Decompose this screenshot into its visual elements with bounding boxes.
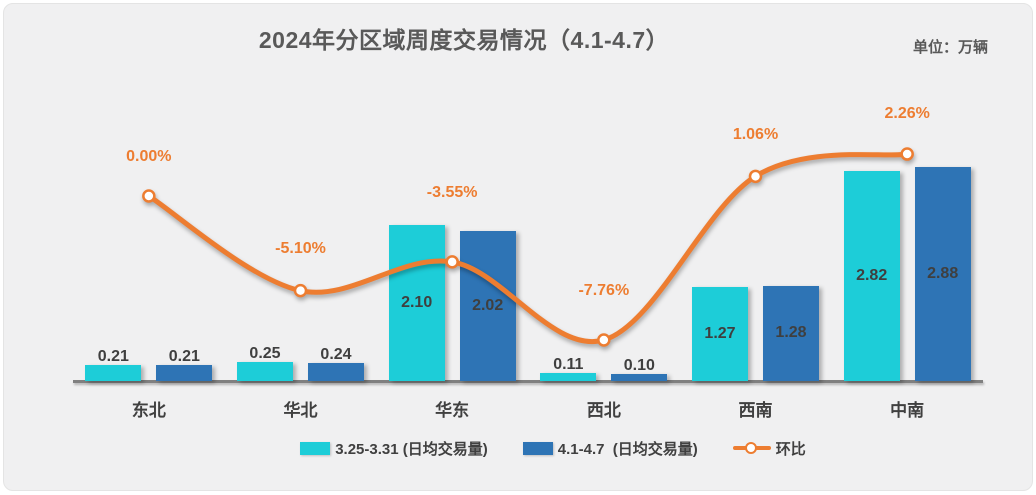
- legend-line-marker: [732, 441, 771, 454]
- line-marker-华东: [445, 255, 459, 269]
- pct-label-中南: 2.26%: [884, 105, 930, 123]
- legend-label: 3.25-3.31 (日均交易量): [335, 440, 488, 458]
- line-marker-华北: [293, 283, 308, 298]
- bar-series1-西北: [540, 372, 597, 381]
- bar-value-label: 1.28: [775, 324, 807, 342]
- legend-item-line: 环比: [732, 438, 806, 459]
- legend: 3.25-3.31 (日均交易量) 4.1-4.7 (日均交易量) 环比: [70, 438, 1036, 458]
- legend-label: 4.1-4.7 (日均交易量): [557, 440, 698, 458]
- pct-label-西南: 1.06%: [732, 126, 779, 144]
- legend-swatch-series1: [300, 441, 331, 455]
- legend-item-series1: 3.25-3.31 (日均交易量): [300, 438, 488, 459]
- bar-value-label: 2.10: [401, 293, 433, 311]
- bar-value-label: 1.27: [704, 324, 736, 342]
- pct-label-华北: -5.10%: [275, 239, 326, 257]
- bar-series1-东北: [85, 365, 142, 381]
- chart-title: 2024年分区域周度交易情况（4.1-4.7）: [258, 27, 670, 53]
- bar-value-label: 0.10: [623, 356, 655, 374]
- x-axis-label-华东: 华东: [435, 401, 470, 420]
- x-axis-label-西南: 西南: [738, 401, 773, 420]
- line-marker-东北: [142, 189, 156, 203]
- bar-series2-东北: [156, 365, 213, 381]
- pct-label-东北: 0.00%: [126, 148, 172, 165]
- bar-value-label: 2.88: [927, 265, 959, 282]
- bar-value-label: 0.25: [249, 345, 281, 363]
- bar-series1-华北: [237, 362, 293, 381]
- bar-value-label: 0.11: [553, 355, 584, 373]
- bar-value-label: 2.82: [856, 267, 888, 285]
- legend-line-dot: [745, 441, 758, 454]
- x-axis-label-东北: 东北: [131, 401, 166, 420]
- unit-label: 单位：万辆: [912, 39, 988, 56]
- pct-label-西北: -7.76%: [578, 282, 630, 300]
- bar-series2-华北: [308, 363, 364, 381]
- bar-value-label: 0.21: [97, 348, 129, 366]
- line-marker-西北: [597, 333, 611, 347]
- x-axis-line: [73, 380, 983, 383]
- line-marker-中南: [900, 147, 914, 161]
- bar-series2-西北: [611, 373, 668, 381]
- x-axis-label-西北: 西北: [586, 401, 621, 420]
- x-axis-label-华北: 华北: [283, 401, 318, 420]
- bar-value-label: 0.24: [320, 346, 352, 364]
- legend-item-series2: 4.1-4.7 (日均交易量): [522, 438, 698, 459]
- legend-swatch-series2: [522, 441, 553, 455]
- legend-label: 环比: [775, 440, 806, 458]
- line-marker-西南: [748, 169, 763, 184]
- x-axis-label-中南: 中南: [890, 401, 925, 420]
- bar-series2-中南: [914, 167, 971, 381]
- bar-value-label: 2.02: [472, 296, 504, 314]
- bar-value-label: 0.21: [168, 348, 200, 366]
- pct-label-华东: -3.55%: [426, 183, 478, 201]
